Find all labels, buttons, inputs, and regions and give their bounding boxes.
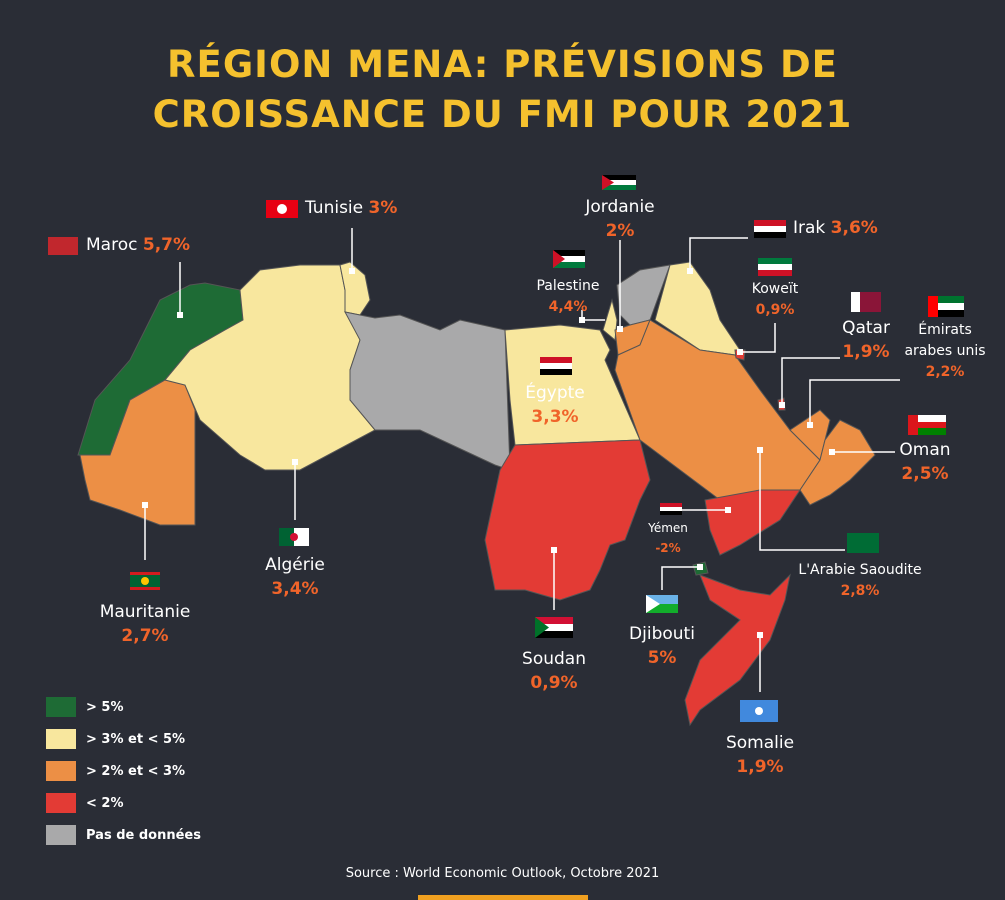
country-name: Irak — [793, 218, 826, 238]
flags — [48, 175, 964, 722]
yemen — [704, 489, 801, 556]
palestine — [602, 298, 618, 341]
country-value: 2% — [605, 221, 635, 241]
legend-item: < 2% — [46, 793, 124, 813]
country-name: Somalie — [725, 733, 795, 753]
country-value: 4,4% — [548, 299, 588, 315]
country-value: 3,3% — [531, 407, 579, 427]
country-label: Oman 2,5% — [899, 438, 950, 486]
legend-item: > 5% — [46, 697, 124, 717]
country-name: Égypte — [525, 383, 585, 403]
country-value: 0,9% — [755, 302, 795, 318]
uae — [789, 409, 831, 461]
country-name: Maroc — [86, 235, 138, 255]
country-name: Algérie — [265, 555, 325, 575]
country-label: Djibouti 5% — [629, 622, 695, 670]
country-value: 3,6% — [830, 218, 878, 238]
country-label: Tunisie 3% — [305, 198, 397, 218]
legend-item: > 2% et < 3% — [46, 761, 185, 781]
somalia — [684, 573, 791, 727]
legend-label: > 2% et < 3% — [86, 763, 186, 779]
country-value: 3,4% — [271, 579, 319, 599]
country-name: L'Arabie Saoudite — [798, 562, 922, 578]
country-value: 2,8% — [840, 583, 880, 599]
country-value: 2,5% — [901, 464, 949, 484]
country-label: Maroc 5,7% — [86, 235, 190, 255]
country-value: -2% — [655, 541, 681, 555]
sudan — [484, 439, 651, 601]
title: RÉGION MENA: PRÉVISIONS DE CROISSANCE DU… — [152, 43, 853, 136]
country-value: 2,2% — [925, 364, 965, 380]
legend-label: > 3% et < 5% — [86, 731, 186, 747]
legend-swatch — [46, 729, 76, 749]
country-label: L'Arabie Saoudite 2,8% — [798, 560, 921, 602]
country-label: Mauritanie 2,7% — [100, 600, 191, 648]
legend-label: Pas de données — [86, 827, 201, 843]
country-label: Palestine 4,4% — [536, 276, 599, 318]
country-label: Koweït 0,9% — [752, 279, 799, 321]
legend-label: < 2% — [86, 795, 124, 811]
country-name: Soudan — [522, 649, 586, 669]
country-label: Algérie 3,4% — [265, 553, 325, 601]
legend-item: Pas de données — [46, 825, 201, 845]
country-value: 1,9% — [736, 757, 784, 777]
country-name: Palestine — [536, 278, 600, 294]
country-label: Yémen -2% — [648, 518, 688, 558]
country-value: 5% — [647, 648, 677, 668]
country-name: Mauritanie — [99, 602, 191, 622]
country-name: Tunisie — [305, 198, 364, 218]
country-name: Jordanie — [585, 197, 655, 217]
mauritania — [79, 379, 196, 526]
country-name: Qatar — [842, 318, 890, 338]
egypt — [504, 324, 641, 446]
legend-swatch — [46, 825, 76, 845]
country-value: 2,7% — [121, 626, 169, 646]
legend-swatch — [46, 793, 76, 813]
country-name: Koweït — [751, 281, 799, 297]
country-label: Irak 3,6% — [793, 218, 878, 238]
markers — [142, 268, 835, 638]
country-label: Jordanie 2% — [585, 195, 654, 243]
country-label: Soudan 0,9% — [522, 647, 586, 695]
legend-swatch — [46, 697, 76, 717]
leader-lines — [144, 228, 900, 692]
country-value: 3% — [368, 198, 398, 218]
country-name: Émirats arabes unis — [904, 322, 986, 359]
country-name: Oman — [899, 440, 951, 460]
country-value: 5,7% — [142, 235, 191, 255]
oman — [799, 419, 876, 506]
country-value: 1,9% — [842, 342, 890, 362]
footer-bar — [418, 895, 588, 900]
country-value: 0,9% — [530, 673, 578, 693]
legend-item: > 3% et < 5% — [46, 729, 185, 749]
country-name: Djibouti — [629, 624, 695, 644]
legend-label: > 5% — [86, 699, 124, 715]
country-label: Qatar 1,9% — [842, 316, 890, 364]
country-name: Yémen — [648, 521, 688, 535]
country-label: Somalie 1,9% — [726, 731, 794, 779]
country-label: Émirats arabes unis 2,2% — [895, 320, 995, 383]
source: Source : World Economic Outlook, Octobre… — [345, 866, 660, 881]
libya — [344, 311, 511, 471]
legend-swatch — [46, 761, 76, 781]
country-label: Égypte 3,3% — [525, 381, 585, 429]
